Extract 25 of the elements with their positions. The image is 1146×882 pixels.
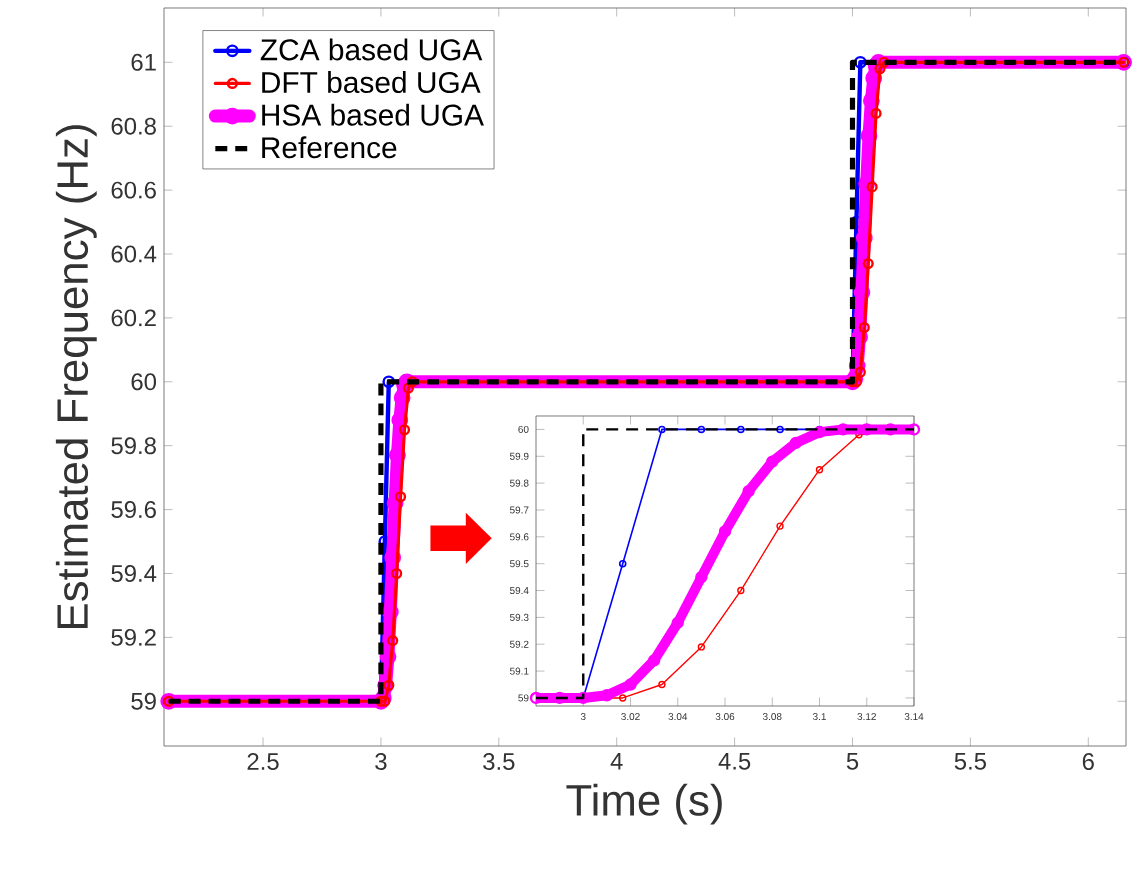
legend-label: HSA based UGA [262, 103, 484, 126]
x-tick-label: 6 [1082, 753, 1094, 770]
x-tick-label: 5.5 [954, 753, 986, 770]
y-tick-label: 59 [131, 692, 156, 710]
y-tick-label: 60.8 [111, 117, 156, 135]
y-tick-label: 59.6 [111, 501, 156, 519]
legend-label: Reference [262, 136, 397, 159]
x-tick-label: 3.5 [483, 753, 515, 770]
y-tick-label: 61 [131, 53, 156, 71]
legend-label: DFT based UGA [262, 71, 481, 94]
x-axis-title: Time (s) [566, 783, 722, 825]
y-tick-label: 60 [131, 373, 157, 391]
x-tick-label: 3 [375, 753, 387, 770]
x-tick-label: 5 [846, 753, 859, 770]
y-tick-label: 60.2 [111, 309, 156, 327]
y-tick-label: 59.4 [111, 565, 157, 582]
x-tick-label: 4 [610, 753, 623, 770]
legend-label: ZCA based UGA [260, 38, 483, 61]
y-tick-label: 59.2 [111, 628, 156, 646]
x-tick-label: 4.5 [718, 753, 751, 770]
y-tick-label: 59.8 [111, 437, 156, 455]
x-tick-label: 2.5 [247, 753, 279, 770]
y-tick-label: 60.4 [111, 245, 157, 263]
y-tick-label: 60.6 [111, 181, 156, 199]
y-axis-title: Estimated Frequency (Hz) [55, 125, 97, 628]
